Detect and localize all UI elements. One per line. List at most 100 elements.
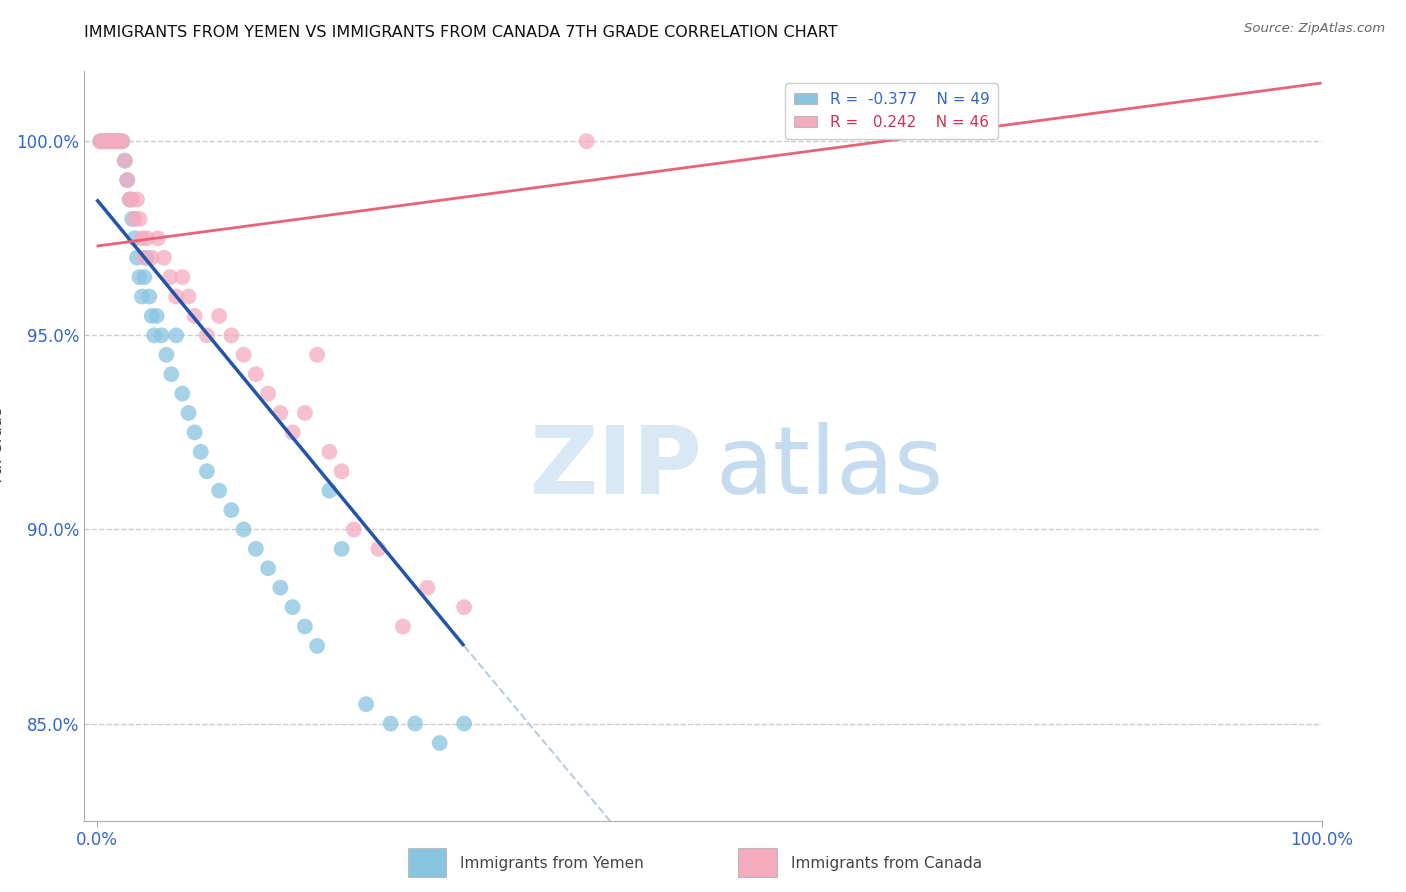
Bar — [738, 848, 776, 877]
Point — [245, 367, 267, 381]
Point — [89, 134, 111, 148]
Legend: R =  -0.377    N = 49, R =   0.242    N = 46: R = -0.377 N = 49, R = 0.242 N = 46 — [786, 83, 998, 139]
Y-axis label: 7th Grade: 7th Grade — [0, 408, 6, 484]
Text: Immigrants from Yemen: Immigrants from Yemen — [461, 855, 644, 871]
Point — [183, 425, 205, 440]
Point — [190, 445, 212, 459]
Point — [143, 328, 166, 343]
Point — [575, 134, 598, 148]
Point — [172, 386, 194, 401]
Point — [150, 328, 173, 343]
Point — [94, 134, 117, 148]
Text: Immigrants from Canada: Immigrants from Canada — [790, 855, 981, 871]
Point — [429, 736, 451, 750]
Point — [307, 348, 329, 362]
Point — [269, 581, 291, 595]
Point — [245, 541, 267, 556]
Point — [115, 173, 138, 187]
Point — [115, 173, 138, 187]
Point — [153, 251, 176, 265]
Point — [145, 309, 167, 323]
Point — [101, 134, 124, 148]
Point — [94, 134, 117, 148]
Point — [232, 523, 254, 537]
Point — [89, 134, 111, 148]
Point — [416, 581, 439, 595]
Text: Source: ZipAtlas.com: Source: ZipAtlas.com — [1244, 22, 1385, 36]
Point — [155, 348, 177, 362]
Point — [380, 716, 402, 731]
Point — [107, 134, 129, 148]
Point — [135, 231, 157, 245]
Point — [330, 541, 353, 556]
Point — [104, 134, 127, 148]
Point — [453, 600, 475, 615]
Point — [318, 483, 340, 498]
Point — [146, 231, 169, 245]
Point — [121, 193, 143, 207]
Point — [281, 425, 304, 440]
Point — [131, 289, 153, 303]
Point — [101, 134, 124, 148]
Text: IMMIGRANTS FROM YEMEN VS IMMIGRANTS FROM CANADA 7TH GRADE CORRELATION CHART: IMMIGRANTS FROM YEMEN VS IMMIGRANTS FROM… — [84, 25, 838, 40]
Point — [107, 134, 129, 148]
Point — [128, 211, 150, 226]
Point — [307, 639, 329, 653]
Point — [165, 289, 187, 303]
Point — [404, 716, 426, 731]
Point — [294, 406, 316, 420]
Point — [294, 619, 316, 633]
Point — [91, 134, 114, 148]
Point — [118, 193, 141, 207]
Point — [183, 309, 205, 323]
Point — [124, 211, 146, 226]
Point — [257, 561, 280, 575]
Point — [221, 503, 243, 517]
Point — [104, 134, 127, 148]
Point — [195, 464, 218, 478]
Point — [135, 251, 157, 265]
Point — [108, 134, 131, 148]
Point — [114, 153, 136, 168]
Point — [354, 697, 377, 711]
Point — [125, 193, 148, 207]
Point — [128, 270, 150, 285]
Point — [125, 251, 148, 265]
Point — [453, 716, 475, 731]
Bar — [408, 848, 447, 877]
Point — [281, 600, 304, 615]
Point — [97, 134, 120, 148]
Point — [165, 328, 187, 343]
Point — [177, 406, 200, 420]
Point — [114, 153, 136, 168]
Point — [160, 367, 183, 381]
Point — [208, 483, 231, 498]
Point — [343, 523, 366, 537]
Point — [367, 541, 389, 556]
Point — [269, 406, 291, 420]
Point — [124, 231, 146, 245]
Point — [392, 619, 415, 633]
Point — [221, 328, 243, 343]
Point — [138, 289, 160, 303]
Point — [134, 251, 156, 265]
Point — [98, 134, 121, 148]
Point — [97, 134, 120, 148]
Point — [118, 193, 141, 207]
Point — [111, 134, 134, 148]
Point — [91, 134, 114, 148]
Point — [177, 289, 200, 303]
Point — [98, 134, 121, 148]
Point — [330, 464, 353, 478]
Point — [131, 231, 153, 245]
Point — [108, 134, 131, 148]
Point — [111, 134, 134, 148]
Text: ZIP: ZIP — [530, 423, 703, 515]
Point — [257, 386, 280, 401]
Point — [141, 251, 163, 265]
Point — [159, 270, 181, 285]
Point — [318, 445, 340, 459]
Point — [208, 309, 231, 323]
Point — [121, 211, 143, 226]
Point — [134, 270, 156, 285]
